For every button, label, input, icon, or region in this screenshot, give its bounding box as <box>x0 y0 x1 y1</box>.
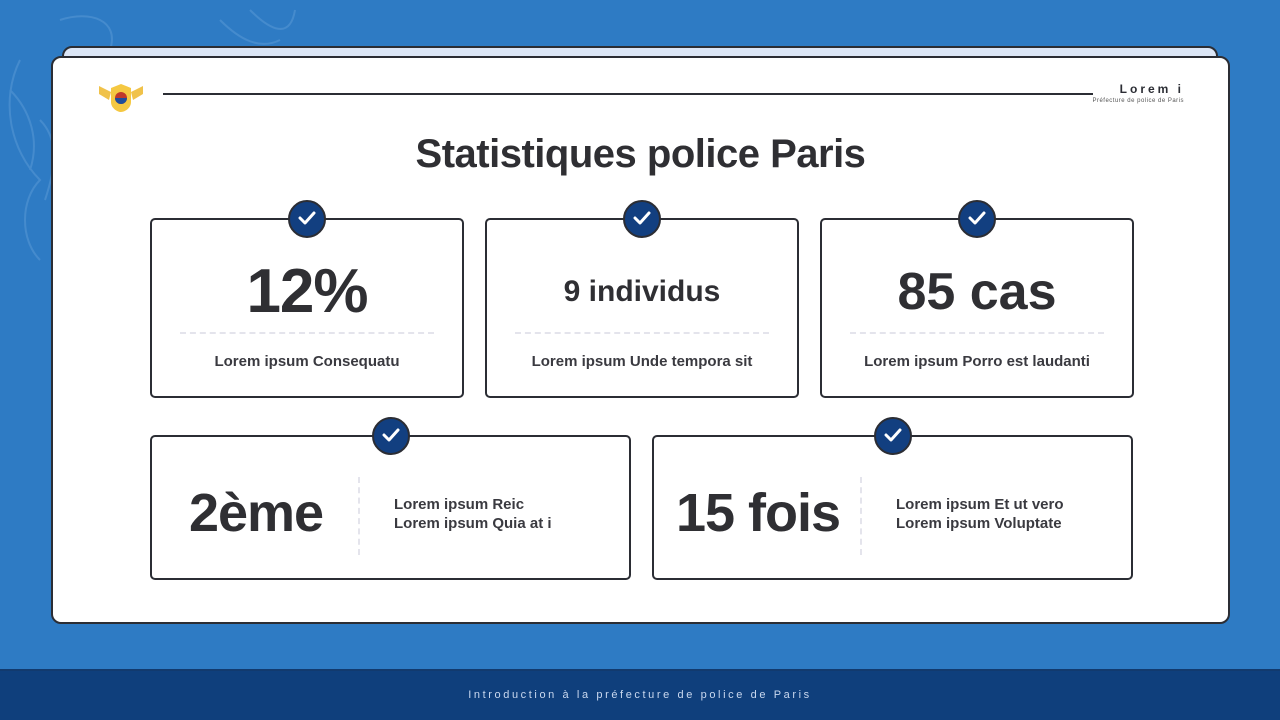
dashed-divider <box>180 332 434 334</box>
check-icon <box>623 200 661 238</box>
stat-value: 12% <box>246 257 368 326</box>
dashed-divider <box>515 332 769 334</box>
header-divider <box>163 93 1093 95</box>
stat-line: Lorem ipsum Reic <box>394 496 525 513</box>
stat-value: 9 individus <box>563 275 721 308</box>
police-badge-logo <box>99 84 143 112</box>
stat-value: 2ème <box>188 483 324 543</box>
footer-text: Introduction à la préfecture de police d… <box>468 689 812 701</box>
stat-label: Lorem ipsum Consequatu <box>214 353 400 370</box>
stat-description: Lorem ipsum Et ut vero Lorem ipsum Volup… <box>896 495 1064 533</box>
dashed-divider <box>860 477 862 555</box>
stat-line: Lorem ipsum Et ut vero <box>896 496 1064 513</box>
check-icon <box>371 417 410 455</box>
stat-label: Lorem ipsum Porro est laudanti <box>864 353 1090 370</box>
dashed-divider <box>850 332 1104 334</box>
check-icon <box>958 200 996 238</box>
stat-description: Lorem ipsum Reic Lorem ipsum Quia at i <box>394 495 552 533</box>
check-icon <box>288 200 326 238</box>
stat-card: 12% Lorem ipsum Consequatu <box>150 200 464 398</box>
stat-line: Lorem ipsum Quia at i <box>394 515 552 532</box>
footer-bar: Introduction à la préfecture de police d… <box>0 669 1280 720</box>
dashed-divider <box>358 477 360 555</box>
stat-card-wide: 15 fois Lorem ipsum Et ut vero Lorem ips… <box>652 417 1133 580</box>
stat-card: 9 individus Lorem ipsum Unde tempora sit <box>485 200 799 398</box>
stat-card: 85 cas Lorem ipsum Porro est laudanti <box>820 200 1134 398</box>
brand-subtitle: Préfecture de police de Paris <box>1092 98 1184 104</box>
slide-panel: Lorem i Préfecture de police de Paris St… <box>51 56 1230 624</box>
stat-value: 15 fois <box>675 483 841 543</box>
stat-line: Lorem ipsum Voluptate <box>896 515 1062 532</box>
stat-label: Lorem ipsum Unde tempora sit <box>531 353 753 370</box>
stat-value: 85 cas <box>897 263 1057 321</box>
stat-card-wide: 2ème Lorem ipsum Reic Lorem ipsum Quia a… <box>150 417 631 580</box>
page-title: Statistiques police Paris <box>415 132 866 176</box>
brand-block: Lorem i Préfecture de police de Paris <box>1092 82 1184 104</box>
brand-name: Lorem i <box>1119 82 1184 96</box>
check-icon <box>873 417 912 455</box>
